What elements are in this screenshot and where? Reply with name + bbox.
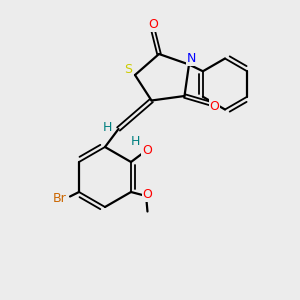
Text: N: N — [187, 52, 196, 65]
Text: O: O — [210, 100, 219, 113]
Text: O: O — [148, 18, 158, 31]
Text: Br: Br — [52, 191, 66, 205]
Text: S: S — [124, 63, 132, 76]
Text: H: H — [131, 134, 140, 148]
Text: O: O — [142, 188, 152, 202]
Text: H: H — [102, 121, 112, 134]
Text: O: O — [142, 143, 152, 157]
